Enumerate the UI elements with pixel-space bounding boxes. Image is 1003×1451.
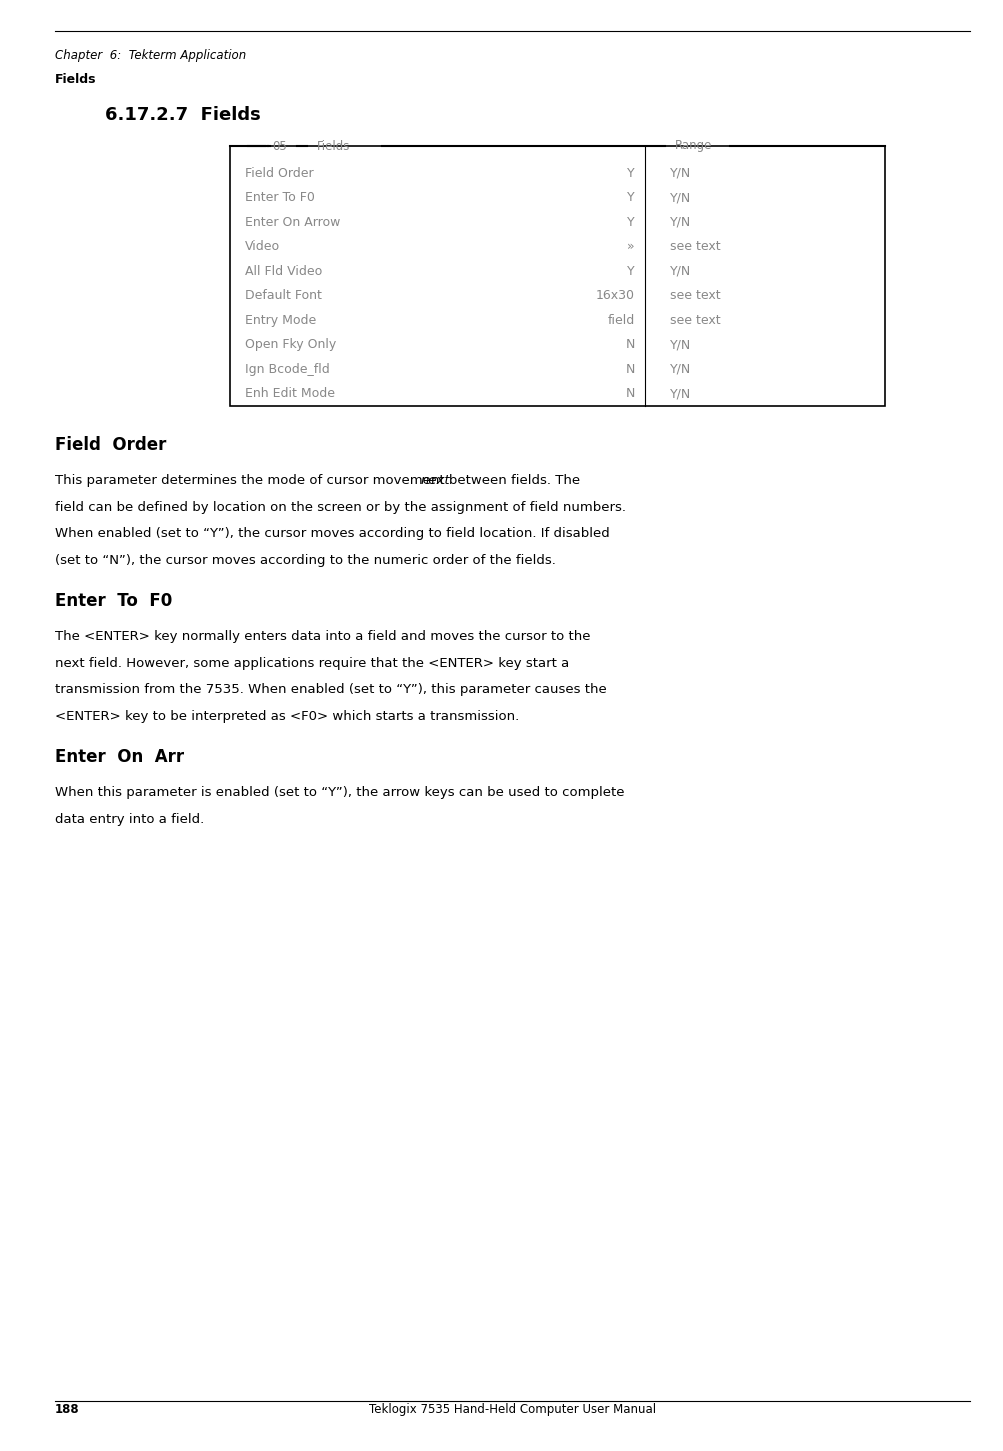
Text: Y: Y (627, 167, 634, 180)
Text: Teklogix 7535 Hand-Held Computer User Manual: Teklogix 7535 Hand-Held Computer User Ma… (368, 1403, 655, 1416)
Text: 05: 05 (272, 139, 287, 152)
Text: This parameter determines the mode of cursor movement between fields. The: This parameter determines the mode of cu… (55, 474, 584, 488)
Text: data entry into a field.: data entry into a field. (55, 813, 204, 826)
Text: Fields: Fields (317, 139, 350, 152)
Text: see text: see text (669, 289, 720, 302)
Text: Open Fky Only: Open Fky Only (245, 338, 336, 351)
Text: Range: Range (674, 139, 712, 152)
Text: Y/N: Y/N (669, 363, 690, 376)
Text: transmission from the 7535. When enabled (set to “Y”), this parameter causes the: transmission from the 7535. When enabled… (55, 683, 606, 696)
Text: Ign Bcode_fld: Ign Bcode_fld (245, 363, 329, 376)
Text: Y/N: Y/N (669, 167, 690, 180)
Text: Y: Y (627, 216, 634, 229)
Text: N: N (625, 363, 634, 376)
Text: All Fld Video: All Fld Video (245, 264, 322, 277)
Text: <ENTER> key to be interpreted as <F0> which starts a transmission.: <ENTER> key to be interpreted as <F0> wh… (55, 710, 519, 723)
Text: Field Order: Field Order (245, 167, 313, 180)
Text: Y/N: Y/N (669, 192, 690, 205)
Text: Field  Order: Field Order (55, 435, 166, 454)
Text: Default Font: Default Font (245, 289, 322, 302)
Text: Y/N: Y/N (669, 387, 690, 400)
Text: field: field (607, 313, 634, 326)
Text: N: N (625, 338, 634, 351)
FancyBboxPatch shape (230, 147, 884, 406)
Text: Y: Y (627, 264, 634, 277)
Text: When this parameter is enabled (set to “Y”), the arrow keys can be used to compl: When this parameter is enabled (set to “… (55, 786, 624, 800)
Text: Video: Video (245, 241, 280, 254)
Text: N: N (625, 387, 634, 400)
Text: Chapter  6:  Tekterm Application: Chapter 6: Tekterm Application (55, 49, 246, 62)
Text: Y/N: Y/N (669, 216, 690, 229)
Text: Enter To F0: Enter To F0 (245, 192, 315, 205)
Text: Entry Mode: Entry Mode (245, 313, 316, 326)
Text: next field. However, some applications require that the <ENTER> key start a: next field. However, some applications r… (55, 656, 569, 669)
Text: The <ENTER> key normally enters data into a field and moves the cursor to the: The <ENTER> key normally enters data int… (55, 630, 590, 643)
Text: 188: 188 (55, 1403, 79, 1416)
Text: »: » (627, 241, 634, 254)
Text: Y/N: Y/N (669, 338, 690, 351)
Text: Enh Edit Mode: Enh Edit Mode (245, 387, 335, 400)
Text: next: next (420, 474, 449, 488)
Text: Fields: Fields (55, 73, 96, 86)
Text: Y: Y (627, 192, 634, 205)
Text: see text: see text (669, 241, 720, 254)
Text: see text: see text (669, 313, 720, 326)
Text: Enter  To  F0: Enter To F0 (55, 592, 173, 609)
Text: Enter  On  Arr: Enter On Arr (55, 749, 184, 766)
Text: 16x30: 16x30 (596, 289, 634, 302)
Text: 6.17.2.7  Fields: 6.17.2.7 Fields (105, 106, 261, 123)
Text: field can be defined by location on the screen or by the assignment of field num: field can be defined by location on the … (55, 501, 626, 514)
Text: Enter On Arrow: Enter On Arrow (245, 216, 340, 229)
Text: Y/N: Y/N (669, 264, 690, 277)
Text: (set to “N”), the cursor moves according to the numeric order of the fields.: (set to “N”), the cursor moves according… (55, 553, 556, 566)
Text: When enabled (set to “Y”), the cursor moves according to field location. If disa: When enabled (set to “Y”), the cursor mo… (55, 527, 609, 540)
